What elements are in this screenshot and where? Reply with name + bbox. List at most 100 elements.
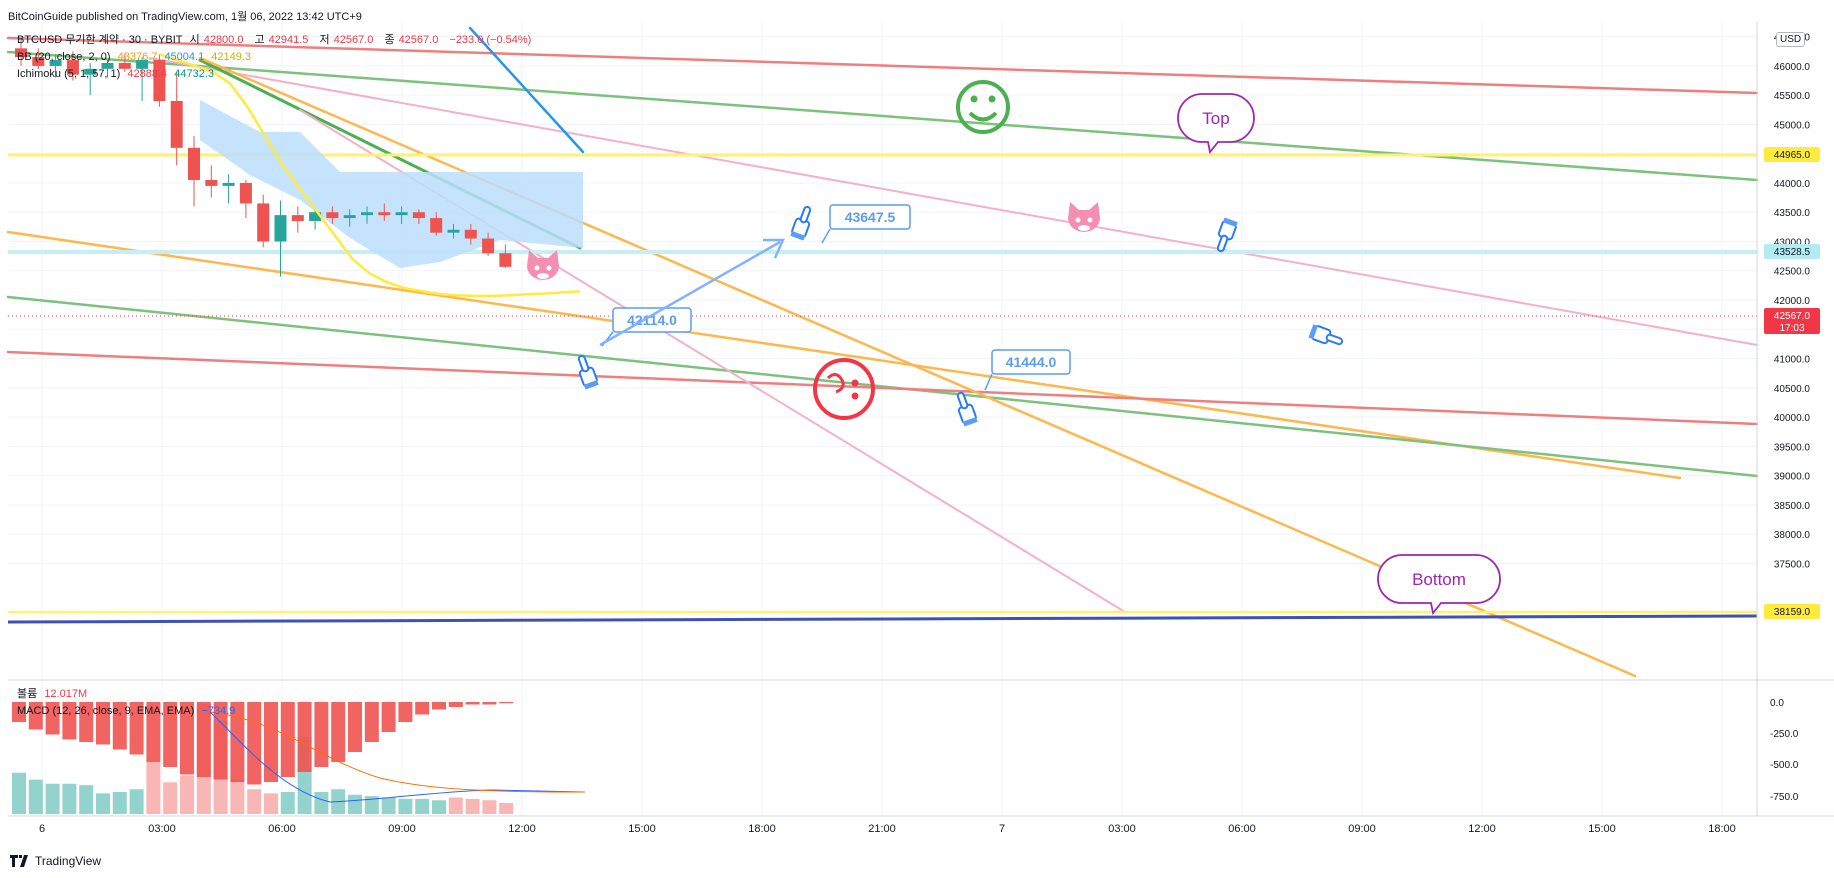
axes: 6 03:00 06:00 09:00 12:00 15:00 18:00 21:00 7 03:… xyxy=(8,22,1834,835)
cat-icon xyxy=(527,250,559,280)
volume-bar xyxy=(12,772,26,814)
price-label-text: 43528.5 xyxy=(1774,247,1811,258)
candle-body xyxy=(447,229,460,233)
smiley-eye xyxy=(970,95,978,103)
macd-bar xyxy=(28,702,43,730)
macd-bar xyxy=(465,702,480,705)
volume-bar xyxy=(280,792,295,814)
volume-bar xyxy=(230,779,245,814)
candle-body xyxy=(66,60,79,75)
ichimoku-cloud xyxy=(200,100,583,268)
macd-bar xyxy=(146,702,161,762)
bb-legend[interactable]: BB (20, close, 2, 0) 43376.7 45004.1 421… xyxy=(17,51,255,64)
x-tick-label: 09:00 xyxy=(1348,823,1376,835)
brand-footer: TradingView xyxy=(10,854,101,868)
smiley-face xyxy=(956,80,1010,134)
volume-bar xyxy=(482,800,497,814)
price-label-box xyxy=(1764,147,1820,162)
smiley-dizzy-icon xyxy=(813,358,875,420)
x-tick-label: 18:00 xyxy=(748,823,776,835)
macd-legend[interactable]: MACD (12, 26, close, 9, EMA, EMA) −734.9 xyxy=(17,705,239,718)
ichimoku-legend[interactable]: Ichimoku (5, 1, 57, 1) 42888.4 44732.3 xyxy=(17,68,218,81)
volume-bar xyxy=(79,785,94,814)
volume-bar xyxy=(96,793,110,814)
x-tick-label: 12:00 xyxy=(1468,823,1496,835)
candle-body xyxy=(395,212,408,216)
callout-text: 43647.5 xyxy=(845,209,896,225)
callout-text: 41444.0 xyxy=(1006,354,1057,370)
volume-bar xyxy=(314,792,329,814)
macd-bar xyxy=(381,702,396,732)
volume-value: 12.017M xyxy=(44,688,88,700)
bb-value-1: 43376.7 xyxy=(117,51,158,63)
trend-line xyxy=(6,36,1759,95)
macd-tick-label: -500.0 xyxy=(1770,760,1799,771)
y-tick-label: 43000.0 xyxy=(1774,237,1811,248)
tradingview-logo-icon xyxy=(10,855,28,867)
macd-bar xyxy=(96,702,110,745)
y-tick-label: 38000.0 xyxy=(1774,530,1811,541)
volume-legend[interactable]: 볼륨 12.017M xyxy=(17,688,91,701)
trend-line xyxy=(6,295,1759,478)
macd-tick-label: -250.0 xyxy=(1770,729,1799,740)
x-tick-label: 06:00 xyxy=(268,823,296,835)
y-tick-label: 45500.0 xyxy=(1774,91,1811,102)
currency-button[interactable]: USD xyxy=(1776,32,1806,47)
macd-bar xyxy=(112,702,127,750)
speech-bubble xyxy=(1177,93,1255,155)
candle-body xyxy=(136,60,149,69)
volume-bar xyxy=(62,783,77,814)
bb-value-3: 42149.3 xyxy=(211,51,252,63)
pointing-hand-icon xyxy=(1308,324,1344,346)
x-tick-label: 6 xyxy=(39,823,45,835)
signal-line xyxy=(209,711,586,793)
macd-bar xyxy=(230,702,245,782)
close-label: 종 xyxy=(384,34,395,46)
cat-icon xyxy=(1068,202,1100,232)
volume-bar xyxy=(398,798,413,814)
macd-bar xyxy=(415,702,430,715)
candle-body xyxy=(464,229,477,239)
hand-finger xyxy=(1325,333,1344,346)
high-label: 고 xyxy=(254,34,265,46)
dizzy-eye xyxy=(851,379,859,387)
y-tick-label: 39500.0 xyxy=(1774,442,1811,453)
hand-cuff xyxy=(1222,217,1238,227)
low-value: 42567.0 xyxy=(333,34,374,46)
volume-bar xyxy=(45,783,60,814)
volume-bar xyxy=(432,800,446,814)
trend-line xyxy=(6,50,1759,182)
y-tick-label: 44000.0 xyxy=(1774,179,1811,190)
price-label-text: 42567.0 xyxy=(1774,311,1811,322)
candle-body xyxy=(222,182,235,186)
price-label-countdown: 17:03 xyxy=(1779,323,1804,334)
arrow-head xyxy=(763,238,785,259)
volume-bar xyxy=(448,797,463,814)
y-tick-label: 46000.0 xyxy=(1774,62,1811,73)
trend-line xyxy=(149,57,1758,346)
speech-bubble-text: Bottom xyxy=(1412,570,1466,589)
candle-body xyxy=(274,215,287,242)
volume-bar xyxy=(364,796,379,814)
symbol-label[interactable]: BTCUSD 무기한 계약 · 30 · BYBIT xyxy=(17,34,183,46)
x-tick-label: 12:00 xyxy=(508,823,536,835)
candle-body xyxy=(101,62,114,69)
y-tick-label: 42500.0 xyxy=(1774,267,1811,278)
hand-finger xyxy=(956,391,969,410)
macd-bar xyxy=(364,702,379,742)
macd-bar xyxy=(163,702,178,767)
cat-eye xyxy=(534,265,540,271)
y-tick-label: 40500.0 xyxy=(1774,384,1811,395)
y-tick-label: 40000.0 xyxy=(1774,413,1811,424)
cat-head xyxy=(527,250,559,280)
macd-bar xyxy=(79,702,94,742)
macd-bar xyxy=(62,702,77,740)
lower-panes xyxy=(12,702,586,814)
bb-label: BB (20, close, 2, 0) xyxy=(17,51,111,63)
ichimoku-value-1: 42888.4 xyxy=(127,68,168,80)
smiley-happy-icon xyxy=(956,80,1010,134)
x-tick-label: 09:00 xyxy=(388,823,416,835)
dizzy-eye xyxy=(826,373,845,394)
candle-body xyxy=(343,215,356,219)
